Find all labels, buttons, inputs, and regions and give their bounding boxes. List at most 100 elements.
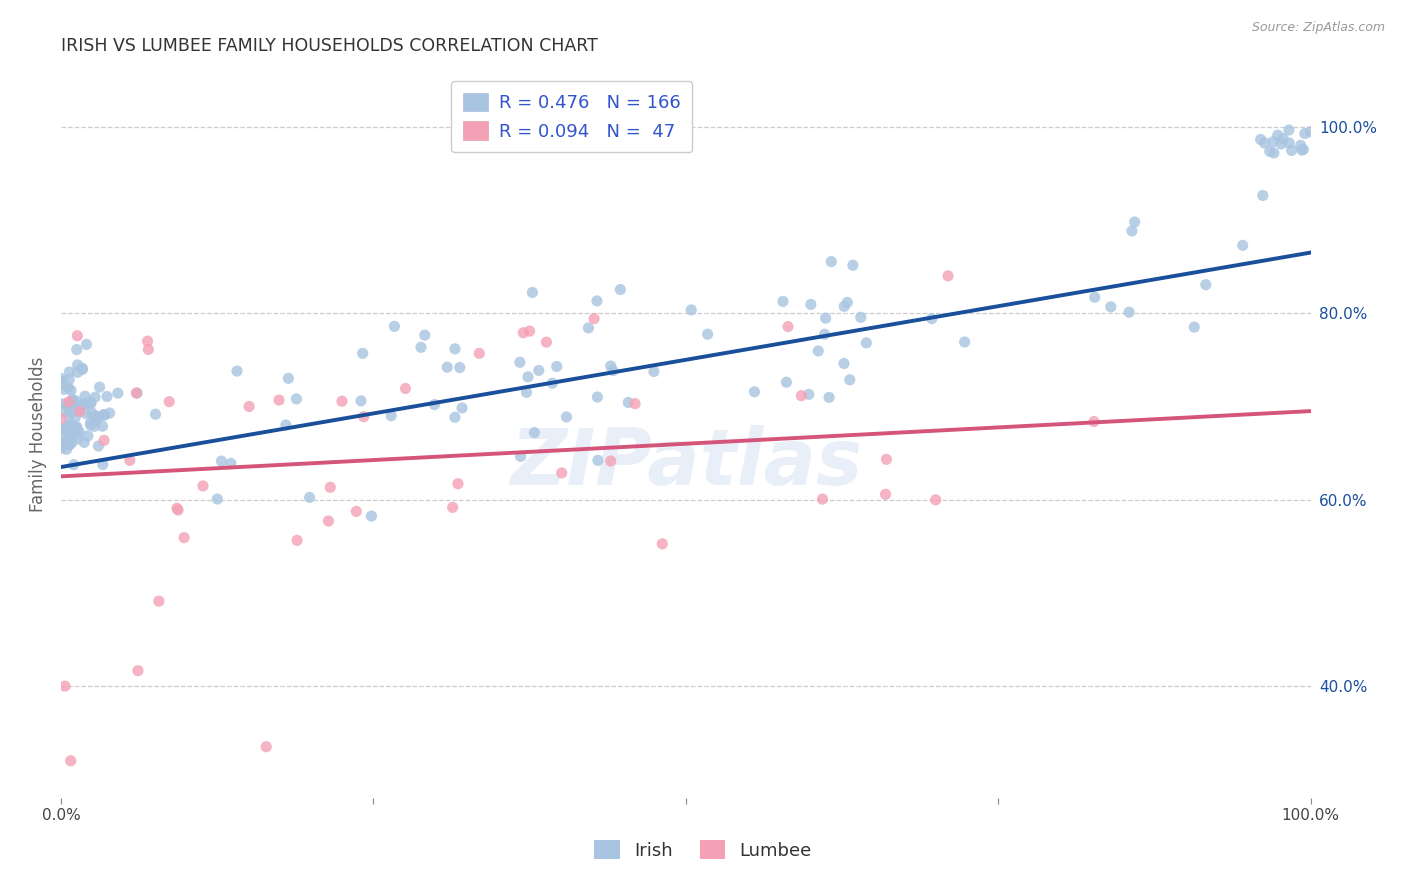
Point [586, 293, 609, 308]
Point [93, 434, 115, 448]
Point [84, 414, 107, 428]
Point [58, 381, 80, 395]
Point [83, 419, 105, 434]
Point [55, 398, 77, 412]
Point [66, 328, 89, 343]
Point [73, 397, 96, 411]
Point [298, 491, 321, 505]
Legend: Irish, Lumbee: Irish, Lumbee [588, 833, 818, 867]
Point [60, 435, 83, 450]
Point [59, 417, 82, 432]
Point [65, 419, 87, 434]
Point [67, 399, 90, 413]
Point [519, 324, 541, 338]
Point [1289, 138, 1312, 153]
Point [80, 406, 103, 420]
Point [832, 299, 855, 313]
Point [1299, 125, 1322, 139]
Point [207, 491, 229, 506]
Point [226, 364, 249, 378]
Point [60, 418, 83, 433]
Point [546, 359, 568, 374]
Point [624, 397, 647, 411]
Point [51, 441, 73, 455]
Point [814, 311, 837, 326]
Point [522, 285, 544, 300]
Point [118, 453, 141, 467]
Point [66, 343, 89, 357]
Point [353, 409, 375, 424]
Point [107, 386, 129, 401]
Point [1083, 415, 1105, 429]
Point [451, 401, 474, 415]
Point [444, 342, 467, 356]
Point [509, 355, 531, 369]
Point [62, 392, 84, 407]
Point [1118, 305, 1140, 319]
Point [75, 406, 97, 420]
Point [444, 410, 467, 425]
Point [551, 466, 574, 480]
Point [586, 390, 609, 404]
Point [51, 371, 73, 385]
Point [1251, 188, 1274, 202]
Point [59, 754, 82, 768]
Point [855, 335, 877, 350]
Point [51, 397, 73, 411]
Point [127, 664, 149, 678]
Point [515, 385, 537, 400]
Point [80, 396, 103, 410]
Point [512, 326, 534, 340]
Point [936, 268, 959, 283]
Point [820, 254, 842, 268]
Point [59, 399, 82, 413]
Point [51, 422, 73, 436]
Point [98, 406, 121, 420]
Point [87, 439, 110, 453]
Point [1267, 128, 1289, 143]
Point [51, 404, 73, 418]
Point [136, 334, 159, 348]
Point [436, 360, 458, 375]
Point [59, 438, 82, 452]
Point [267, 393, 290, 408]
Point [277, 371, 299, 385]
Point [1258, 145, 1281, 159]
Point [772, 294, 794, 309]
Point [1294, 127, 1316, 141]
Point [72, 362, 94, 376]
Point [807, 343, 830, 358]
Point [58, 373, 80, 387]
Point [173, 531, 195, 545]
Point [875, 452, 897, 467]
Point [1272, 131, 1295, 145]
Point [380, 409, 402, 423]
Point [1182, 320, 1205, 334]
Point [55, 420, 77, 434]
Point [145, 407, 167, 421]
Point [76, 337, 98, 351]
Point [776, 319, 799, 334]
Point [1270, 136, 1292, 151]
Point [643, 364, 665, 378]
Point [58, 409, 80, 423]
Point [1084, 290, 1107, 304]
Point [842, 258, 865, 272]
Point [69, 425, 91, 440]
Point [1121, 224, 1143, 238]
Point [318, 514, 340, 528]
Point [413, 328, 436, 343]
Point [319, 480, 342, 494]
Point [1195, 277, 1218, 292]
Point [66, 432, 89, 446]
Point [1099, 300, 1122, 314]
Point [775, 375, 797, 389]
Point [84, 409, 107, 423]
Point [157, 394, 180, 409]
Point [800, 297, 823, 311]
Point [52, 437, 75, 451]
Point [58, 394, 80, 409]
Point [875, 487, 897, 501]
Point [1292, 143, 1315, 157]
Point [599, 454, 621, 468]
